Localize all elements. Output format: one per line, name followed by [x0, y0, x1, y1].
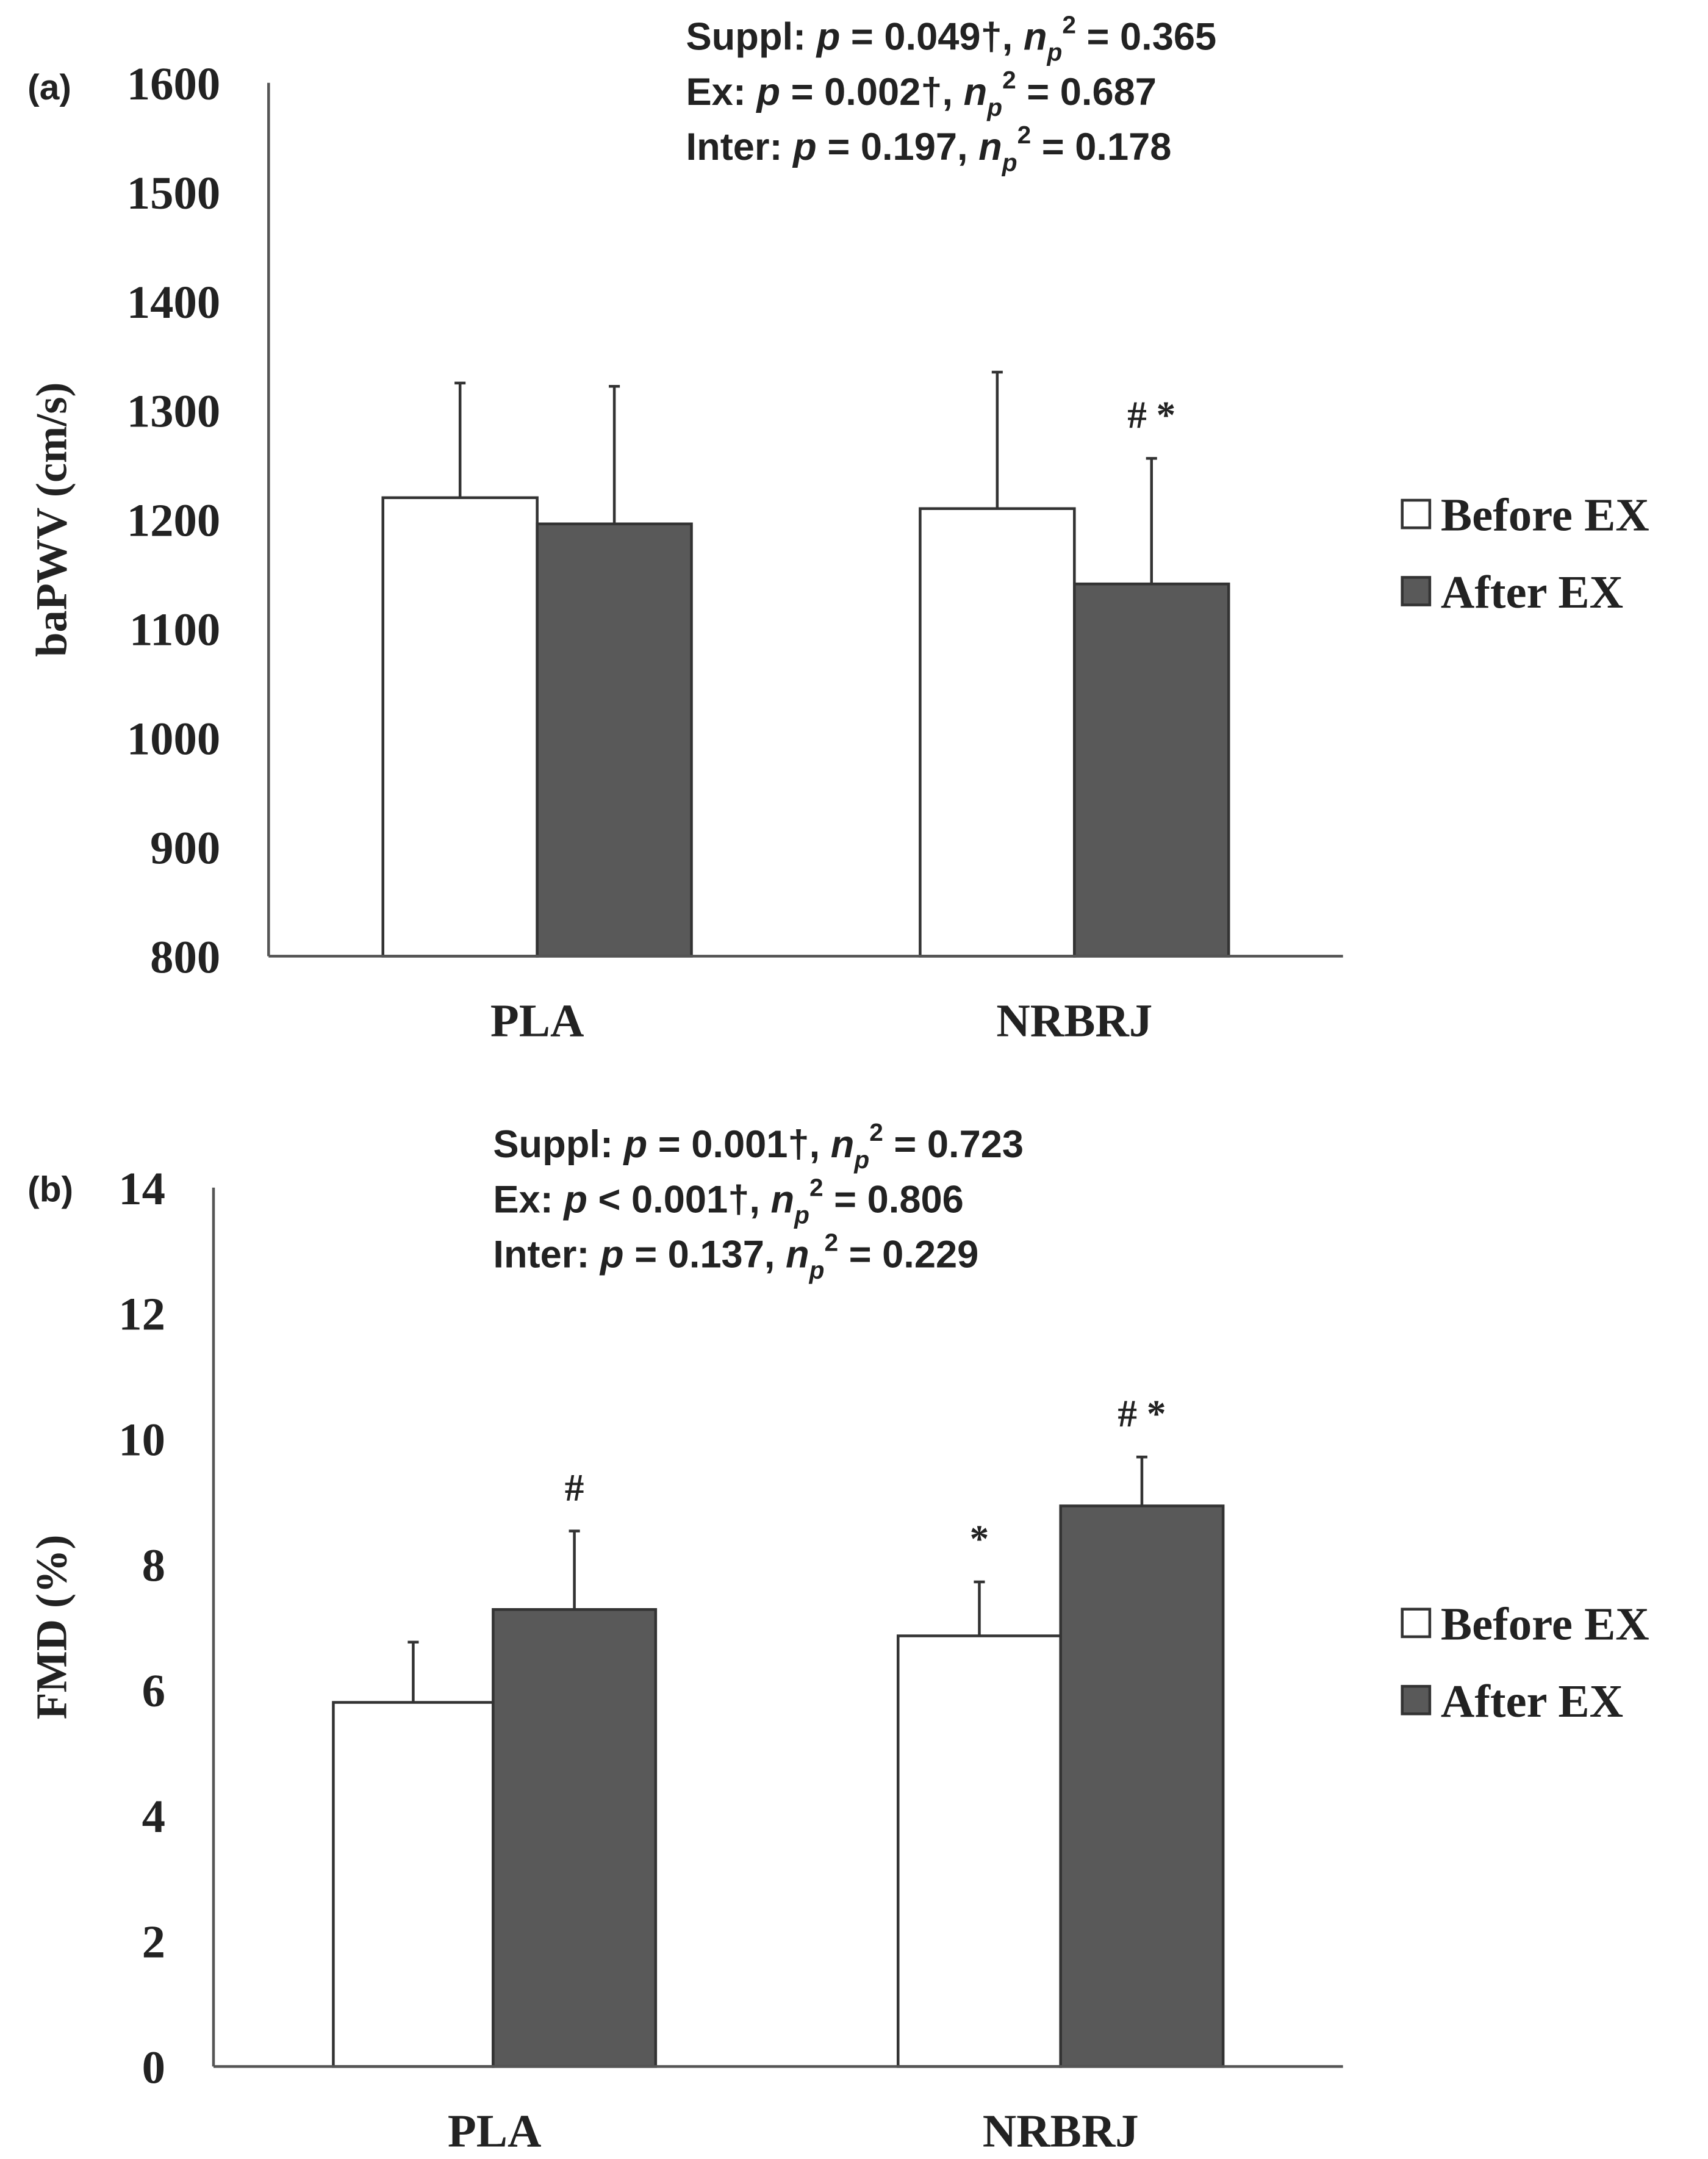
stat-label: Ex: [493, 1178, 564, 1221]
stat-line: Suppl: p = 0.001†, np2 = 0.723 [493, 1118, 1024, 1174]
stat-subscript: p [986, 93, 1002, 121]
stat-label: Suppl: [493, 1123, 623, 1166]
y-tick-label: 1000 [127, 713, 221, 765]
y-tick-label: 1500 [127, 167, 221, 219]
stat-p-value: < 0.001†, [587, 1178, 771, 1221]
stat-label: Suppl: [686, 16, 817, 59]
bar-after-ex [1073, 582, 1230, 958]
y-tick-label: 1100 [129, 604, 220, 656]
stat-line: Suppl: p = 0.049†, np2 = 0.365 [686, 10, 1217, 66]
panel-label: (a) [27, 68, 71, 107]
stat-n-symbol: n [786, 1234, 809, 1276]
legend-label: Before EX [1441, 1598, 1649, 1650]
y-tick-label: 1200 [127, 495, 221, 547]
stat-p-symbol: p [816, 16, 841, 59]
legend-label: After EX [1441, 566, 1623, 618]
y-tick-label: 800 [150, 932, 220, 983]
stat-line: Inter: p = 0.137, np2 = 0.229 [493, 1229, 978, 1284]
y-tick-label: 0 [142, 2042, 165, 2094]
bar-before-ex [381, 496, 539, 958]
stat-superscript: 2 [824, 1229, 838, 1257]
stat-subscript: p [1002, 148, 1017, 176]
y-tick-label: 12 [118, 1288, 165, 1340]
chart-panel-a: (a) 800 900 1000 1100 1200 1300 1400 1500 1600 baP… [27, 10, 1649, 1046]
stat-subscript: p [853, 1146, 869, 1174]
stat-subscript: p [809, 1256, 825, 1284]
x-tick-label: PLA [490, 994, 584, 1046]
y-tick-label: 4 [142, 1791, 165, 1842]
bar-before-ex [897, 1634, 1062, 2068]
y-tick-label: 1400 [127, 276, 221, 328]
stat-subscript: p [794, 1201, 809, 1229]
stat-p-value: = 0.049†, [840, 16, 1024, 59]
stat-superscript: 2 [1062, 10, 1076, 38]
stat-p-value: = 0.001†, [647, 1123, 831, 1166]
x-tick-label: PLA [448, 2105, 542, 2157]
chart-panel-b: (b) 0 2 4 6 8 10 12 14 FMD (%) * # # * PLA NRBRJ Suppl:… [27, 1118, 1649, 2157]
stat-p-value: = 0.137, [624, 1234, 786, 1276]
y-tick-label: 2 [142, 1916, 165, 1968]
significance-marker: # * [1118, 1393, 1166, 1435]
stat-p-value: = 0.002†, [780, 71, 964, 113]
y-tick-label: 1300 [127, 386, 221, 437]
stat-n-symbol: n [831, 1123, 855, 1166]
bar-after-ex [536, 522, 693, 958]
y-tick-label: 10 [118, 1414, 165, 1465]
stat-p-value: = 0.197, [817, 126, 978, 168]
stat-p-symbol: p [562, 1178, 587, 1221]
significance-marker: * [970, 1517, 989, 1560]
bar-after-ex [492, 1608, 658, 2068]
stat-label: Ex: [686, 71, 757, 113]
y-tick-label: 900 [150, 822, 220, 874]
stat-effect-size: = 0.723 [883, 1123, 1024, 1166]
stat-p-symbol: p [599, 1234, 624, 1276]
stat-n-symbol: n [771, 1178, 795, 1221]
stat-n-symbol: n [1024, 16, 1047, 59]
legend-swatch [1401, 576, 1432, 606]
stat-line: Ex: p < 0.001†, np2 = 0.806 [493, 1173, 963, 1229]
bar-before-ex [919, 507, 1076, 958]
legend-label: Before EX [1441, 489, 1649, 541]
y-tick-label: 1600 [127, 58, 221, 110]
stat-superscript: 2 [1002, 66, 1016, 94]
stat-effect-size: = 0.365 [1076, 16, 1216, 59]
significance-marker: # * [1127, 394, 1175, 437]
stat-effect-size: = 0.687 [1016, 71, 1157, 113]
y-axis-label: FMD (%) [27, 1535, 76, 1720]
stat-line: Inter: p = 0.197, np2 = 0.178 [686, 121, 1172, 176]
legend-label: After EX [1441, 1675, 1623, 1727]
significance-marker: # [565, 1467, 584, 1509]
stat-p-symbol: p [755, 71, 780, 113]
stat-effect-size: = 0.229 [838, 1234, 978, 1276]
bar-before-ex [332, 1701, 495, 2068]
stat-subscript: p [1047, 38, 1063, 66]
legend-swatch [1401, 498, 1432, 530]
stat-label: Inter: [686, 126, 794, 168]
x-tick-label: NRBRJ [996, 994, 1152, 1046]
stat-line: Ex: p = 0.002†, np2 = 0.687 [686, 66, 1157, 121]
y-tick-label: 6 [142, 1665, 165, 1717]
x-tick-label: NRBRJ [983, 2105, 1139, 2157]
y-axis-label: baPWV (cm/s) [27, 383, 76, 657]
stat-n-symbol: n [964, 71, 988, 113]
stat-superscript: 2 [1017, 121, 1032, 149]
stat-effect-size: = 0.806 [824, 1178, 964, 1221]
stat-effect-size: = 0.178 [1031, 126, 1171, 168]
stat-superscript: 2 [809, 1173, 824, 1201]
stat-n-symbol: n [978, 126, 1002, 168]
stat-p-symbol: p [792, 126, 817, 168]
y-tick-label: 8 [142, 1539, 165, 1591]
legend-swatch [1401, 1684, 1432, 1715]
stat-label: Inter: [493, 1234, 600, 1276]
panel-label: (b) [27, 1169, 73, 1209]
stat-superscript: 2 [869, 1118, 883, 1146]
legend-swatch [1401, 1608, 1432, 1639]
bar-after-ex [1059, 1504, 1225, 2068]
y-tick-label: 14 [118, 1163, 165, 1215]
stat-p-symbol: p [623, 1123, 648, 1166]
